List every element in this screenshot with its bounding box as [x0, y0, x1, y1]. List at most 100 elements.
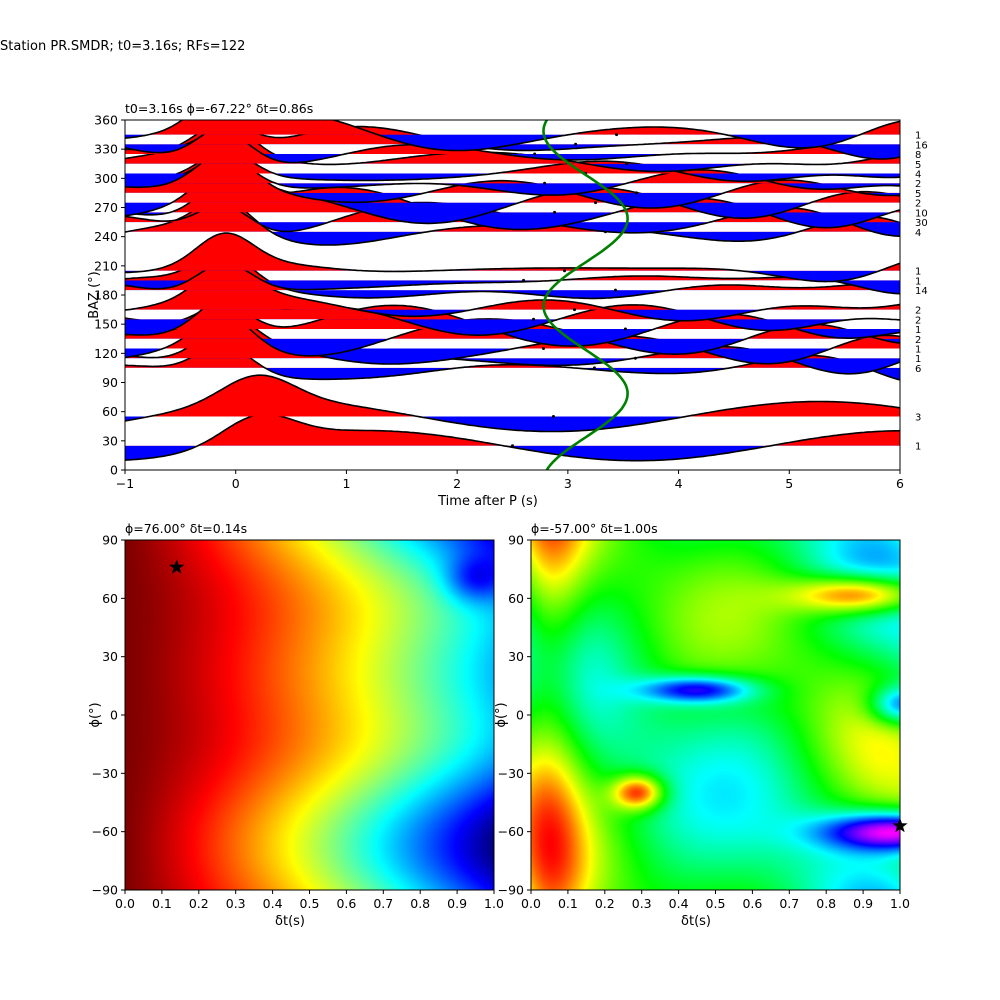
- y-tick-label: 90: [508, 533, 524, 548]
- y-tick-label: 30: [102, 433, 118, 448]
- trace-positive-fill: [188, 263, 830, 281]
- trace-negative-fill: [125, 348, 832, 364]
- heatmap-left-canvas: [125, 540, 494, 890]
- trace-marker: [551, 415, 555, 419]
- y-tick-label: −90: [498, 883, 524, 898]
- trace-marker: [532, 317, 536, 321]
- suptitle: Station PR.SMDR; t0=3.16s; RFs=122: [0, 39, 245, 54]
- br-xlabel: δt(s): [681, 914, 711, 929]
- x-tick-label: 1.0: [890, 896, 910, 911]
- trace-marker: [623, 327, 627, 331]
- x-tick-label: 0.1: [152, 896, 172, 911]
- trace-count-label: 2: [915, 306, 921, 317]
- br-ticks: 0.0 0.1 0.2 0.3 0.4 0.5 0.6 0.7 0.8 0.9 1.0 −90 −60 −…: [498, 533, 910, 912]
- y-tick-label: 0: [110, 463, 118, 478]
- x-tick-label: 0.1: [558, 896, 578, 911]
- trace-count-label: 30: [915, 218, 928, 229]
- trace-marker: [615, 133, 619, 137]
- trace-count-label: 14: [915, 286, 928, 297]
- y-tick-label: −90: [92, 883, 118, 898]
- trace-marker: [543, 181, 547, 185]
- trace-count-label: 2: [915, 315, 921, 326]
- trace-negative-fill: [125, 338, 900, 356]
- trace-marker: [553, 210, 557, 214]
- y-tick-label: 270: [94, 200, 118, 215]
- y-tick-label: 180: [94, 288, 118, 303]
- y-tick-label: 0: [110, 708, 118, 723]
- x-tick-label: 0.8: [816, 896, 836, 911]
- x-tick-label: 0.2: [189, 896, 209, 911]
- y-tick-label: 210: [94, 258, 118, 273]
- trace-negative-fill: [440, 358, 900, 374]
- y-tick-label: 90: [102, 375, 118, 390]
- trace-count-label: 1: [915, 325, 921, 336]
- y-tick-label: −30: [498, 766, 524, 781]
- trace-count-label: 3: [915, 413, 921, 424]
- x-tick-label: 0.5: [300, 896, 320, 911]
- x-tick-label: 0: [232, 476, 240, 491]
- trace-marker: [625, 162, 629, 166]
- trace-marker: [633, 356, 637, 360]
- trace-count-label: 5: [915, 160, 921, 171]
- y-tick-label: 360: [94, 113, 118, 128]
- best-fit-star-right: [892, 817, 908, 833]
- energy-map-left: ϕ=76.00° δt=0.14s 0.0 0.1 0.2 0.3 0.4 0.5 0.6 0…: [88, 521, 504, 929]
- y-tick-label: −60: [92, 824, 118, 839]
- best-fit-star-left: [169, 559, 185, 574]
- trace-negative-fill: [125, 192, 900, 208]
- x-tick-label: 5: [785, 476, 793, 491]
- y-tick-label: 150: [94, 317, 118, 332]
- bl-ticks: 0.0 0.1 0.2 0.3 0.4 0.5 0.6 0.7 0.8 0.9 1.0 −90 −60 −…: [92, 533, 504, 912]
- x-tick-label: −1: [116, 476, 134, 491]
- y-tick-label: 60: [102, 404, 118, 419]
- trace-count-label: 1: [915, 442, 921, 453]
- bl-ylabel: ϕ(°): [88, 702, 103, 727]
- x-tick-label: 0.6: [742, 896, 762, 911]
- trace-negative-fill: [275, 183, 900, 196]
- trace-negative-fill: [125, 231, 900, 245]
- trace-line: [125, 120, 900, 152]
- trace-count-label: 4: [915, 228, 921, 239]
- trace-negative-fill: [125, 416, 900, 432]
- trace-negative-fill: [125, 270, 880, 282]
- x-tick-label: 0.7: [779, 896, 799, 911]
- trace-positive-fill: [125, 345, 866, 368]
- trace-positive-fill: [189, 295, 891, 320]
- trace-marker: [522, 278, 526, 282]
- trace-positive-fill: [149, 375, 900, 417]
- x-tick-label: 0.4: [263, 896, 283, 911]
- trace-negative-fill: [125, 280, 900, 294]
- x-tick-label: 4: [675, 476, 683, 491]
- predicted-sinusoid: [542, 120, 629, 470]
- trace-count-label: 1: [915, 354, 921, 365]
- trace-marker: [542, 346, 545, 350]
- x-tick-label: 0.5: [706, 896, 726, 911]
- trace-negative-fill: [125, 290, 900, 299]
- top-plot-area: [125, 120, 900, 470]
- trace-line: [125, 232, 900, 283]
- trace-positive-fill: [171, 166, 900, 203]
- top-xlabel: Time after P (s): [437, 494, 538, 509]
- rf-stack-panel: t0=3.16s ϕ=-67.22° δt=0.86s −1 0 1 2 3 4 5 6030…: [87, 101, 928, 509]
- trace-negative-fill: [256, 222, 900, 237]
- trace-marker: [574, 142, 578, 146]
- trace-positive-fill: [125, 131, 894, 155]
- x-tick-label: 0.8: [410, 896, 430, 911]
- trace-marker: [563, 269, 567, 273]
- y-tick-label: 330: [94, 142, 118, 157]
- x-tick-label: 2: [453, 476, 461, 491]
- x-tick-label: 0.2: [595, 896, 615, 911]
- trace-count-label: 5: [915, 189, 921, 200]
- y-tick-label: 30: [508, 649, 524, 664]
- x-tick-label: 0.6: [336, 896, 356, 911]
- trace-marker: [573, 308, 576, 312]
- y-tick-label: −60: [498, 824, 524, 839]
- y-tick-label: 90: [102, 533, 118, 548]
- trace-line: [125, 262, 900, 295]
- y-tick-label: 120: [94, 346, 118, 361]
- trace-positive-fill: [125, 414, 900, 446]
- top-title: t0=3.16s ϕ=-67.22° δt=0.86s: [125, 101, 313, 116]
- trace-marker: [594, 201, 598, 205]
